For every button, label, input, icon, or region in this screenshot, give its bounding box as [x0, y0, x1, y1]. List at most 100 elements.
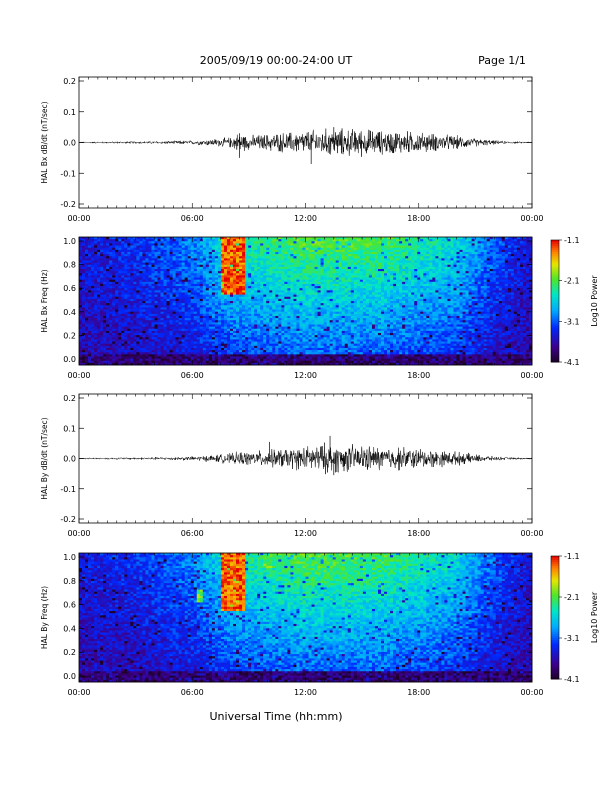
heatmap-cell [85, 358, 89, 362]
heatmap-cell [97, 256, 101, 259]
heatmap-cell [127, 288, 131, 291]
heatmap-cell [139, 292, 143, 295]
heatmap-cell [127, 320, 131, 323]
heatmap-cell [88, 279, 92, 283]
heatmap-cell [82, 326, 86, 330]
heatmap-cell [82, 273, 86, 276]
heatmap-cell [121, 266, 125, 270]
heatmap-cell [130, 352, 134, 355]
heatmap-cell [103, 258, 107, 261]
heatmap-cell [94, 260, 98, 263]
heatmap-cell [91, 324, 95, 327]
heatmap-cell [85, 283, 89, 287]
heatmap-cell [127, 266, 131, 270]
heatmap-cell [133, 360, 137, 364]
heatmap-cell [82, 328, 86, 332]
heatmap-cell [124, 239, 128, 242]
heatmap-cell [97, 283, 101, 287]
heatmap-cell [136, 281, 140, 285]
heatmap-cell [85, 254, 89, 257]
heatmap-cell [106, 360, 110, 364]
heatmap-cell [79, 309, 83, 313]
heatmap-cell [91, 288, 95, 291]
heatmap-cell [91, 337, 95, 340]
heatmap-cell [85, 330, 89, 334]
heatmap-cell [130, 296, 134, 300]
heatmap-cell [118, 303, 122, 306]
heatmap-cell [127, 309, 131, 313]
heatmap-cell [130, 262, 134, 266]
heatmap-cell [79, 341, 83, 345]
heatmap-cell [136, 343, 140, 347]
heatmap-cell [115, 277, 119, 281]
heatmap-cell [115, 279, 119, 283]
y-tick-label: 0.0 [63, 139, 76, 148]
heatmap-cell [109, 251, 113, 255]
heatmap-cell [82, 243, 86, 246]
heatmap-cell [139, 237, 143, 240]
heatmap-cell [118, 339, 122, 342]
heatmap-cell [106, 266, 110, 270]
heatmap-cell [91, 315, 95, 319]
heatmap-cell [82, 247, 86, 251]
heatmap-cell [139, 251, 143, 255]
heatmap-cell [100, 307, 104, 310]
heatmap-cell [100, 237, 104, 240]
heatmap-cell [94, 303, 98, 306]
heatmap-cell [79, 239, 83, 242]
heatmap-cell [94, 273, 98, 276]
heatmap-cell [88, 256, 92, 259]
heatmap-cell [109, 354, 113, 357]
heatmap-cell [112, 254, 116, 257]
heatmap-cell [136, 275, 140, 278]
heatmap-cell [112, 333, 116, 336]
heatmap-cell [130, 362, 134, 366]
heatmap-cell [91, 296, 95, 300]
heatmap-cell [112, 277, 116, 281]
heatmap-cell [127, 354, 131, 357]
heatmap-cell [136, 354, 140, 357]
heatmap-cell [112, 301, 116, 304]
heatmap-cell [106, 318, 110, 321]
heatmap-cell [127, 256, 131, 259]
heatmap-cell [88, 326, 92, 330]
heatmap-cell [136, 352, 140, 355]
heatmap-cell [88, 277, 92, 281]
heatmap-cell [127, 294, 131, 298]
heatmap-cell [136, 237, 140, 240]
heatmap-cell [103, 237, 107, 240]
heatmap-cell [85, 311, 89, 315]
heatmap-cell [115, 347, 119, 351]
heatmap-cell [97, 249, 101, 253]
heatmap-cell [88, 322, 92, 325]
heatmap-cell [124, 243, 128, 246]
heatmap-cell [133, 324, 137, 327]
heatmap-cell [106, 243, 110, 246]
heatmap-cell [115, 315, 119, 319]
heatmap-cell [112, 251, 116, 255]
heatmap-cell [82, 337, 86, 340]
heatmap-cell [139, 266, 143, 270]
heatmap-cell [118, 362, 122, 366]
heatmap-cell [124, 288, 128, 291]
heatmap-cell [130, 271, 134, 274]
heatmap-cell [94, 337, 98, 340]
heatmap-cell [94, 247, 98, 251]
heatmap-cell [97, 251, 101, 255]
heatmap-cell [121, 283, 125, 287]
heatmap-cell [139, 296, 143, 300]
heatmap-cell [91, 326, 95, 330]
heatmap-cell [100, 288, 104, 291]
heatmap-cell [85, 298, 89, 302]
heatmap-cell [100, 249, 104, 253]
heatmap-cell [79, 271, 83, 274]
heatmap-cell [100, 298, 104, 302]
heatmap-cell [106, 350, 110, 353]
heatmap-cell [118, 271, 122, 274]
heatmap-cell [82, 358, 86, 362]
heatmap-cell [103, 288, 107, 291]
heatmap-cell [118, 281, 122, 285]
heatmap-cell [139, 258, 143, 261]
heatmap-cell [97, 264, 101, 268]
heatmap-cell [79, 296, 83, 300]
